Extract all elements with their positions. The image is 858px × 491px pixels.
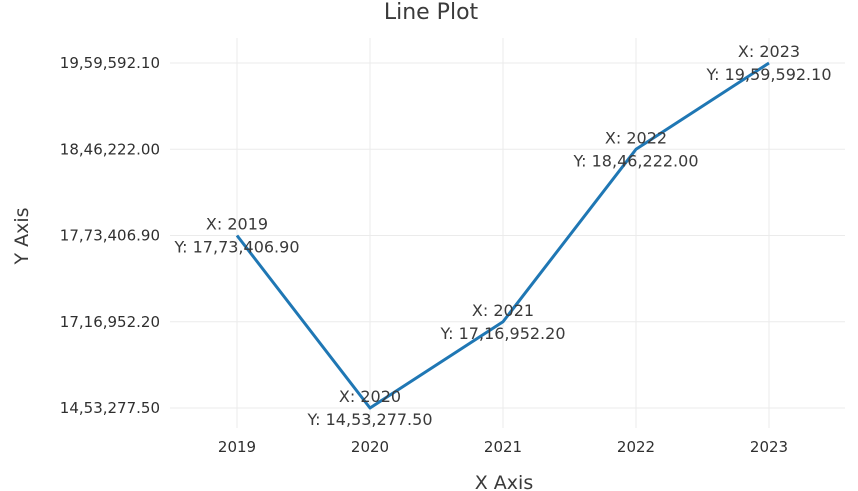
y-tick-label: 19,59,592.10 — [60, 54, 160, 72]
series-line — [235, 61, 770, 410]
x-tick-label: 2020 — [351, 438, 389, 456]
y-tick-label: 17,16,952.20 — [60, 313, 160, 331]
series-layer — [235, 61, 770, 410]
axis-ticks: 2019 2020 2021 2022 2023 14,53,277.50 17,16,95… — [60, 54, 788, 456]
data-label-y: Y: 17,16,952.20 — [440, 324, 566, 343]
data-label-y: Y: 14,53,277.50 — [307, 410, 433, 429]
x-tick-label: 2023 — [750, 438, 788, 456]
y-tick-label: 14,53,277.50 — [60, 399, 160, 417]
data-label-y: Y: 18,46,222.00 — [573, 151, 699, 170]
data-label-y: Y: 19,59,592.10 — [706, 65, 832, 84]
point-labels: X: 2019 Y: 17,73,406.90 X: 2020 Y: 14,53,27… — [174, 42, 832, 429]
y-tick-label: 18,46,222.00 — [60, 140, 160, 158]
chart-title: Line Plot — [384, 0, 479, 25]
grid-lines — [170, 38, 845, 428]
x-tick-label: 2022 — [617, 438, 655, 456]
x-tick-label: 2019 — [218, 438, 256, 456]
data-label-y: Y: 17,73,406.90 — [174, 238, 300, 257]
data-label-x: X: 2019 — [206, 215, 268, 234]
x-axis-title: X Axis — [475, 472, 533, 491]
data-label-x: X: 2022 — [605, 128, 667, 147]
data-label-x: X: 2020 — [339, 387, 401, 406]
y-axis-title: Y Axis — [11, 207, 33, 265]
y-tick-label: 17,73,406.90 — [60, 227, 160, 245]
data-label-x: X: 2023 — [738, 42, 800, 61]
x-tick-label: 2021 — [484, 438, 522, 456]
data-label-x: X: 2021 — [472, 301, 534, 320]
